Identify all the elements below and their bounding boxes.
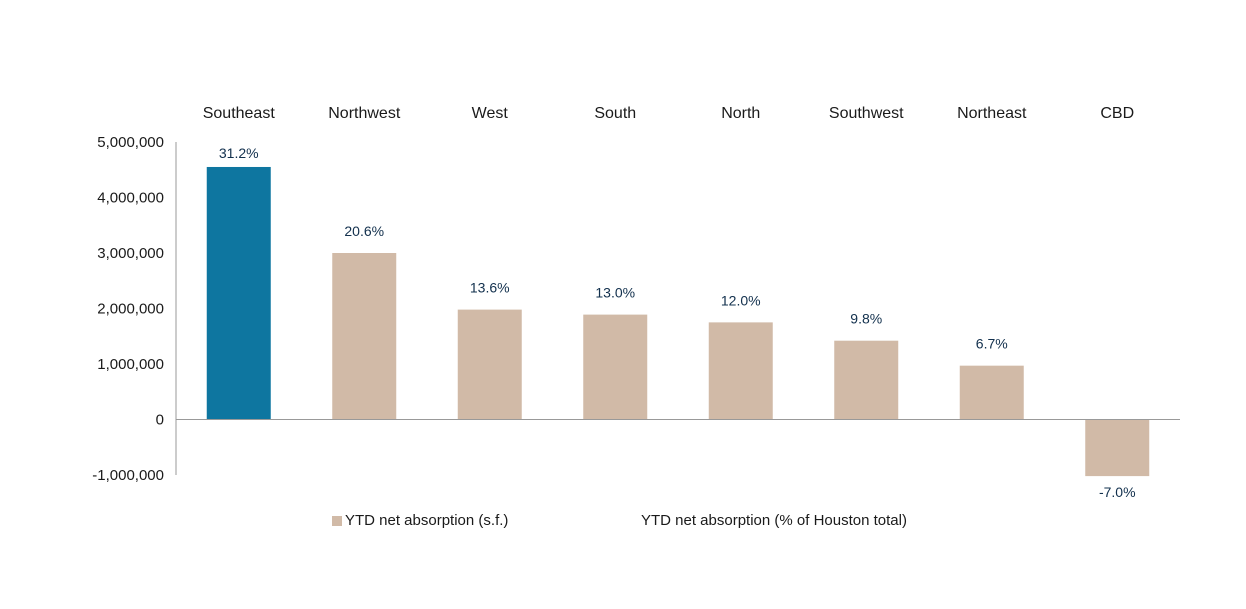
percent-label-north: 12.0% xyxy=(721,292,761,308)
category-label-southwest: Southwest xyxy=(829,105,904,122)
bars xyxy=(206,166,1150,477)
percent-label-west: 13.6% xyxy=(470,280,510,296)
percent-data-labels: 31.2% 20.6% 13.6% 13.0% 12.0% 9.8% 6.7% -7.0% xyxy=(219,145,1136,500)
percent-label-southeast: 31.2% xyxy=(219,145,259,161)
bar-southwest xyxy=(834,340,899,420)
percent-label-northeast: 6.7% xyxy=(976,336,1008,352)
y-tick-label: -1,000,000 xyxy=(92,467,164,484)
legend-item-absorption-sf: YTD net absorption (s.f.) xyxy=(332,512,508,529)
y-tick-label: 4,000,000 xyxy=(97,190,164,207)
percent-label-south: 13.0% xyxy=(595,285,635,301)
legend-swatch-absorption-sf xyxy=(332,515,342,526)
category-label-northwest: Northwest xyxy=(328,105,401,122)
y-tick-label: 2,000,000 xyxy=(97,301,164,318)
bar-north xyxy=(708,322,773,420)
y-axis-tick-labels: 5,000,000 4,000,000 3,000,000 2,000,000 1,00… xyxy=(92,134,164,484)
y-tick-label: 3,000,000 xyxy=(97,245,164,262)
axes xyxy=(175,142,1180,475)
percent-label-southwest: 9.8% xyxy=(850,311,882,327)
bar-northeast xyxy=(959,365,1024,420)
legend: YTD net absorption (s.f.) YTD net absorp… xyxy=(0,512,1246,534)
category-label-northeast: Northeast xyxy=(957,105,1027,122)
category-label-north: North xyxy=(721,105,760,122)
category-label-southeast: Southeast xyxy=(203,105,276,122)
category-labels: Southeast Northwest West South North Southwes… xyxy=(203,105,1134,122)
percent-label-northwest: 20.6% xyxy=(344,223,384,239)
bar-southeast xyxy=(206,166,271,420)
legend-label-absorption-sf: YTD net absorption (s.f.) xyxy=(345,512,509,529)
y-tick-label: 5,000,000 xyxy=(97,134,164,151)
category-label-cbd: CBD xyxy=(1100,105,1134,122)
legend-label-absorption-pct: YTD net absorption (% of Houston total) xyxy=(641,512,907,529)
y-tick-label: 0 xyxy=(156,412,164,429)
bar-cbd xyxy=(1085,419,1150,477)
category-label-south: South xyxy=(594,105,636,122)
y-tick-label: 1,000,000 xyxy=(97,356,164,373)
category-label-west: West xyxy=(472,105,509,122)
percent-label-cbd: -7.0% xyxy=(1099,484,1136,500)
bar-northwest xyxy=(332,253,397,420)
bar-south xyxy=(583,314,648,420)
legend-item-absorption-pct: YTD net absorption (% of Houston total) xyxy=(641,512,907,529)
bar-west xyxy=(457,309,522,420)
